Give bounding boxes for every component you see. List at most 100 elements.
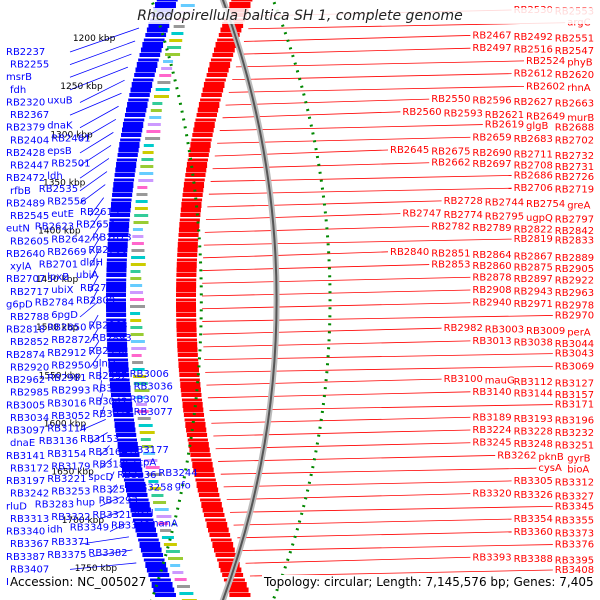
feature-mark bbox=[137, 186, 148, 189]
gene-label: RB3177 bbox=[130, 445, 169, 456]
feature-mark bbox=[141, 158, 154, 161]
gene-label: gfo bbox=[175, 481, 191, 492]
gene-label: ugpQ bbox=[526, 213, 553, 224]
gene-label: RB3244 bbox=[158, 468, 197, 479]
gene-label: RB3038 bbox=[514, 337, 553, 348]
gene-label: RB2963 bbox=[555, 288, 594, 299]
gene-label: RB3367 bbox=[10, 539, 49, 550]
label-connector bbox=[89, 340, 100, 356]
gene-label: ctpA bbox=[134, 457, 157, 468]
gene-label: RB2497 bbox=[472, 43, 511, 54]
gene-label: ldh bbox=[47, 171, 62, 182]
genome-backbone bbox=[219, 0, 280, 600]
gene-label: RB2556 bbox=[47, 196, 86, 207]
feature-mark bbox=[155, 88, 170, 91]
gene-label: RB2669 bbox=[47, 247, 86, 258]
gene-label: RB3408 bbox=[555, 565, 594, 576]
feature-mark bbox=[130, 340, 145, 343]
gene-label: 6pgD bbox=[51, 310, 78, 321]
gene-label: RB3248 bbox=[514, 439, 553, 450]
gene-label: epsB bbox=[47, 146, 72, 157]
label-connector bbox=[89, 236, 101, 255]
label-connector bbox=[226, 493, 471, 501]
gene-label: RB2930 bbox=[88, 346, 127, 357]
gene-label: RB3349 bbox=[70, 523, 109, 534]
label-connector bbox=[219, 124, 483, 131]
gene-label: RB3171 bbox=[555, 400, 594, 411]
label-connector bbox=[212, 162, 430, 170]
label-connector bbox=[99, 445, 110, 457]
gene-label: RB2897 bbox=[514, 274, 553, 285]
gene-label: RB3293 bbox=[99, 495, 138, 506]
gene-label: RB2447 bbox=[10, 161, 49, 172]
label-connector bbox=[79, 158, 110, 179]
feature-mark bbox=[149, 487, 161, 490]
feature-mark bbox=[171, 32, 184, 35]
gene-label: RB3141 bbox=[6, 451, 45, 462]
label-connector bbox=[89, 327, 99, 343]
gene-label: nanA bbox=[152, 519, 178, 530]
feature-mark bbox=[137, 417, 151, 420]
gene-label: RB3262 bbox=[497, 450, 536, 461]
label-connector bbox=[203, 251, 389, 259]
gene-label: uxuB bbox=[47, 95, 73, 106]
gene-label: rhnA bbox=[567, 83, 591, 94]
feature-mark bbox=[133, 382, 148, 385]
gene-label: RB2719 bbox=[555, 185, 594, 196]
label-connector bbox=[69, 66, 129, 91]
tick-arc-outer bbox=[150, 0, 203, 600]
gene-label: RB3070 bbox=[130, 394, 169, 405]
label-connector bbox=[99, 458, 112, 469]
feature-mark bbox=[154, 508, 169, 511]
gene-label: rfbB bbox=[10, 186, 31, 197]
gene-label: RB2472 bbox=[6, 173, 45, 184]
feature-mark bbox=[135, 403, 147, 406]
gene-label: RB3375 bbox=[47, 550, 86, 561]
label-connector bbox=[202, 264, 430, 271]
label-connector bbox=[225, 98, 430, 106]
feature-mark bbox=[130, 305, 146, 308]
feature-mark bbox=[144, 459, 158, 462]
label-connector bbox=[222, 111, 401, 119]
gene-label: RB2819 bbox=[514, 234, 553, 245]
label-connector bbox=[215, 442, 471, 450]
gene-label: RB2731 bbox=[555, 162, 594, 173]
genome-summary: Topology: circular; Length: 7,145,576 bp… bbox=[262, 575, 596, 589]
gene-label: RB3042 bbox=[88, 396, 127, 407]
gene-label: RB3354 bbox=[514, 514, 553, 525]
gene-label: RB2621 bbox=[485, 110, 524, 121]
gene-label: RB2943 bbox=[514, 287, 553, 298]
gene-label: RB3258 bbox=[134, 483, 173, 494]
feature-mark bbox=[152, 102, 163, 105]
feature-mark bbox=[143, 144, 154, 147]
label-connector bbox=[233, 518, 512, 526]
label-connector bbox=[203, 238, 512, 246]
gene-label: RB3326 bbox=[514, 490, 553, 501]
gene-label: gyrB bbox=[567, 453, 590, 464]
gene-label: eutN bbox=[6, 224, 30, 235]
backbone-shadow bbox=[219, 0, 280, 600]
gene-label: RB2993 bbox=[51, 386, 90, 397]
feature-mark bbox=[134, 389, 150, 392]
feature-mark bbox=[133, 221, 149, 224]
gene-label: RB3313 bbox=[10, 514, 49, 525]
feature-mark bbox=[130, 326, 143, 329]
label-connector bbox=[89, 353, 100, 368]
gene-label: RB3012 bbox=[92, 384, 131, 395]
label-connector bbox=[230, 505, 553, 513]
gene-label: RB2878 bbox=[472, 272, 511, 283]
gene-label: rluD bbox=[6, 501, 27, 512]
right-gene-labels: RB2530RB2553argCRB2467RB2492RB2551RB2497… bbox=[390, 5, 594, 576]
feature-mark bbox=[135, 200, 148, 203]
gene-label: RB3348 bbox=[111, 521, 150, 532]
gene-label: RB2982 bbox=[444, 323, 483, 334]
gene-label: RB3387 bbox=[6, 552, 45, 563]
feature-mark bbox=[148, 480, 159, 483]
gene-label: RB2708 bbox=[514, 161, 553, 172]
gene-label: RB2697 bbox=[472, 159, 511, 170]
feature-mark bbox=[140, 438, 151, 441]
gene-label: RB3136 bbox=[39, 436, 78, 447]
gene-label: RB2593 bbox=[444, 108, 483, 119]
label-connector bbox=[204, 225, 430, 233]
gene-label: RB3097 bbox=[6, 426, 45, 437]
